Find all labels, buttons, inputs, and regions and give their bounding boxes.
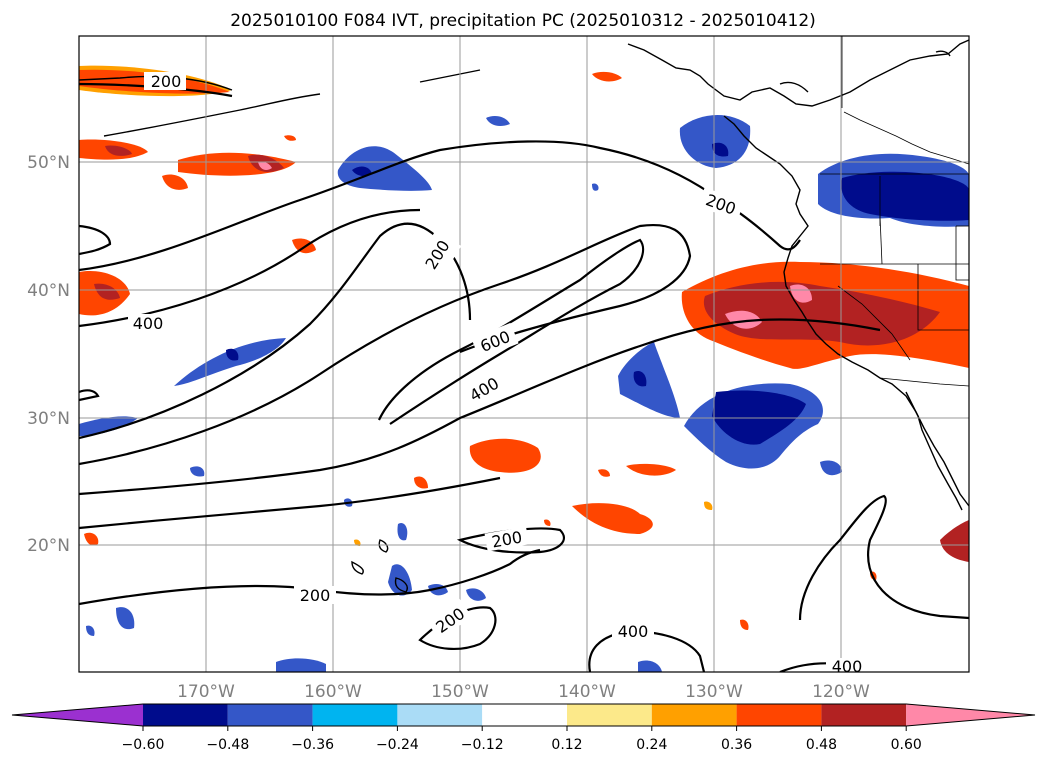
figure-title: 2025010100 F084 IVT, precipitation PC (2… [230,11,816,31]
lon-label: 140°W [558,682,616,702]
colorbar-tick: −0.12 [461,737,504,753]
lat-label: 40°N [27,281,70,301]
lon-label: 160°W [304,682,362,702]
colorbar [11,703,1036,731]
lon-label: 130°W [685,682,743,702]
contour-label: 400 [133,314,164,333]
colorbar-swatch [821,704,907,726]
contour-label: 200 [151,72,182,91]
colorbar-swatch [567,704,652,726]
colorbar-tick: 0.60 [891,737,922,753]
colorbar-tick: −0.60 [122,737,165,753]
colorbar-swatch [312,704,398,726]
colorbar-swatch [227,704,313,726]
lon-label: 170°W [177,682,235,702]
colorbar-swatch [482,704,567,726]
contour-label: 400 [618,622,649,641]
precip-negative-anomalies [79,114,969,672]
colorbar-swatch [736,704,822,726]
lat-label: 20°N [27,536,70,556]
lon-label: 150°W [431,682,489,702]
colorbar-swatch [12,704,143,726]
lat-label: 30°N [27,409,70,429]
colorbar-tick: −0.48 [206,737,249,753]
colorbar-tick: 0.12 [551,737,582,753]
colorbar-swatch [143,704,228,726]
colorbar-tick: 0.24 [636,737,667,753]
map-panel: 200 200 200 200 200 200 400 400 400 400 … [79,36,969,676]
borders [820,36,969,387]
colorbar-ticks: −0.60 −0.48 −0.36 −0.24 −0.12 0.12 0.24 … [122,737,922,753]
longitude-labels: 170°W 160°W 150°W 140°W 130°W 120°W [177,682,870,702]
contour-label: 400 [832,657,863,676]
contour-label: 200 [300,586,331,605]
ivt-contours [79,82,969,672]
colorbar-tick: 0.36 [721,737,752,753]
lon-label: 120°W [812,682,870,702]
colorbar-swatch [651,704,737,726]
colorbar-swatch [906,704,1035,726]
colorbar-tick: −0.24 [376,737,419,753]
precip-positive-anomalies [79,65,969,630]
map-frame [78,35,970,673]
lat-label: 50°N [27,153,70,173]
latitude-labels: 50°N 40°N 30°N 20°N [27,153,70,556]
colorbar-tick: 0.48 [806,737,837,753]
colorbar-swatch [397,704,483,726]
colorbar-tick: −0.36 [291,737,334,753]
